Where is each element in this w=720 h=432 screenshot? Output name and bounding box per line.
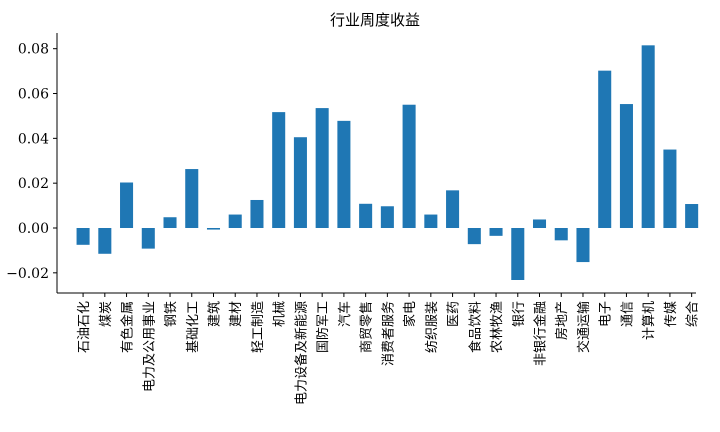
y-tick-label: −0.02	[6, 266, 49, 282]
y-tick-label: 0.04	[18, 131, 49, 147]
bar	[598, 70, 612, 228]
x-tick-label: 房地产	[554, 301, 570, 340]
x-tick-label: 有色金属	[120, 301, 136, 353]
bar	[337, 120, 351, 228]
x-axis: 石油石化 煤炭 有色金属 电力及公用事业 钢铁 基础化工 建筑 建材 轻工制造 机械 电力设备及新能…	[57, 292, 701, 405]
bar	[467, 228, 481, 245]
bar	[141, 228, 155, 249]
bar	[446, 190, 460, 228]
x-tick-label: 基础化工	[186, 301, 201, 353]
y-tick-label: 0.08	[18, 42, 49, 58]
y-axis: −0.02 0.00 0.02 0.04 0.06 0.08	[6, 33, 58, 293]
bar	[489, 228, 503, 236]
x-tick-label: 钢铁	[164, 301, 179, 327]
bar	[272, 112, 286, 228]
bar	[185, 169, 199, 228]
x-tick-label: 建材	[229, 301, 244, 327]
y-tick-label: 0.06	[18, 87, 49, 103]
x-tick-label: 煤炭	[99, 301, 114, 327]
x-tick-label: 电力设备及新能源	[293, 301, 309, 405]
bar	[206, 228, 221, 230]
x-tick-label: 计算机	[642, 301, 657, 340]
bar	[685, 204, 699, 228]
bar	[76, 228, 90, 245]
x-tick-label: 食品饮料	[467, 301, 483, 353]
bar	[511, 228, 525, 280]
x-tick-label: 家电	[402, 301, 418, 327]
bar	[315, 108, 329, 228]
x-tick-label: 国防军工	[315, 301, 331, 353]
bar	[663, 149, 677, 228]
x-tick-label: 轻工制造	[251, 301, 266, 353]
y-tick-label: 0.00	[18, 221, 49, 237]
x-tick-label: 建筑	[206, 301, 222, 327]
x-tick-label: 综合	[686, 301, 701, 327]
bar	[359, 203, 373, 228]
bar	[576, 228, 590, 263]
x-tick-label: 传媒	[664, 301, 679, 327]
y-tick-label: 0.02	[18, 176, 49, 192]
bar	[228, 214, 242, 228]
x-tick-label: 交通运输	[576, 301, 592, 353]
bar	[120, 182, 134, 228]
x-tick-label: 通信	[620, 301, 635, 327]
chart-title: 行业周度收益	[330, 11, 420, 29]
x-tick-label: 医药	[447, 301, 462, 327]
bar	[98, 228, 112, 254]
x-tick-label: 机械	[273, 301, 288, 327]
x-tick-label: 非银行金融	[533, 301, 549, 366]
bar	[619, 104, 633, 228]
bar	[380, 206, 394, 228]
bar	[293, 137, 307, 228]
x-tick-label: 纺织服装	[425, 301, 440, 353]
bar	[554, 228, 568, 241]
bar	[163, 217, 177, 228]
x-tick-label: 商贸零售	[359, 301, 375, 353]
bar	[402, 104, 416, 228]
x-tick-label: 消费者服务	[380, 301, 396, 366]
x-tick-label: 银行	[512, 301, 527, 327]
bar	[424, 214, 438, 228]
x-tick-label: 石油石化	[77, 301, 92, 353]
bars-group	[76, 45, 699, 280]
x-tick-label: 汽车	[337, 301, 353, 327]
bar	[532, 219, 547, 228]
x-tick-label: 电力及公用事业	[142, 301, 157, 392]
bar	[641, 45, 655, 228]
x-tick-label: 农林牧渔	[490, 301, 505, 353]
x-tick-label: 电子	[599, 301, 614, 327]
bar	[250, 199, 264, 228]
